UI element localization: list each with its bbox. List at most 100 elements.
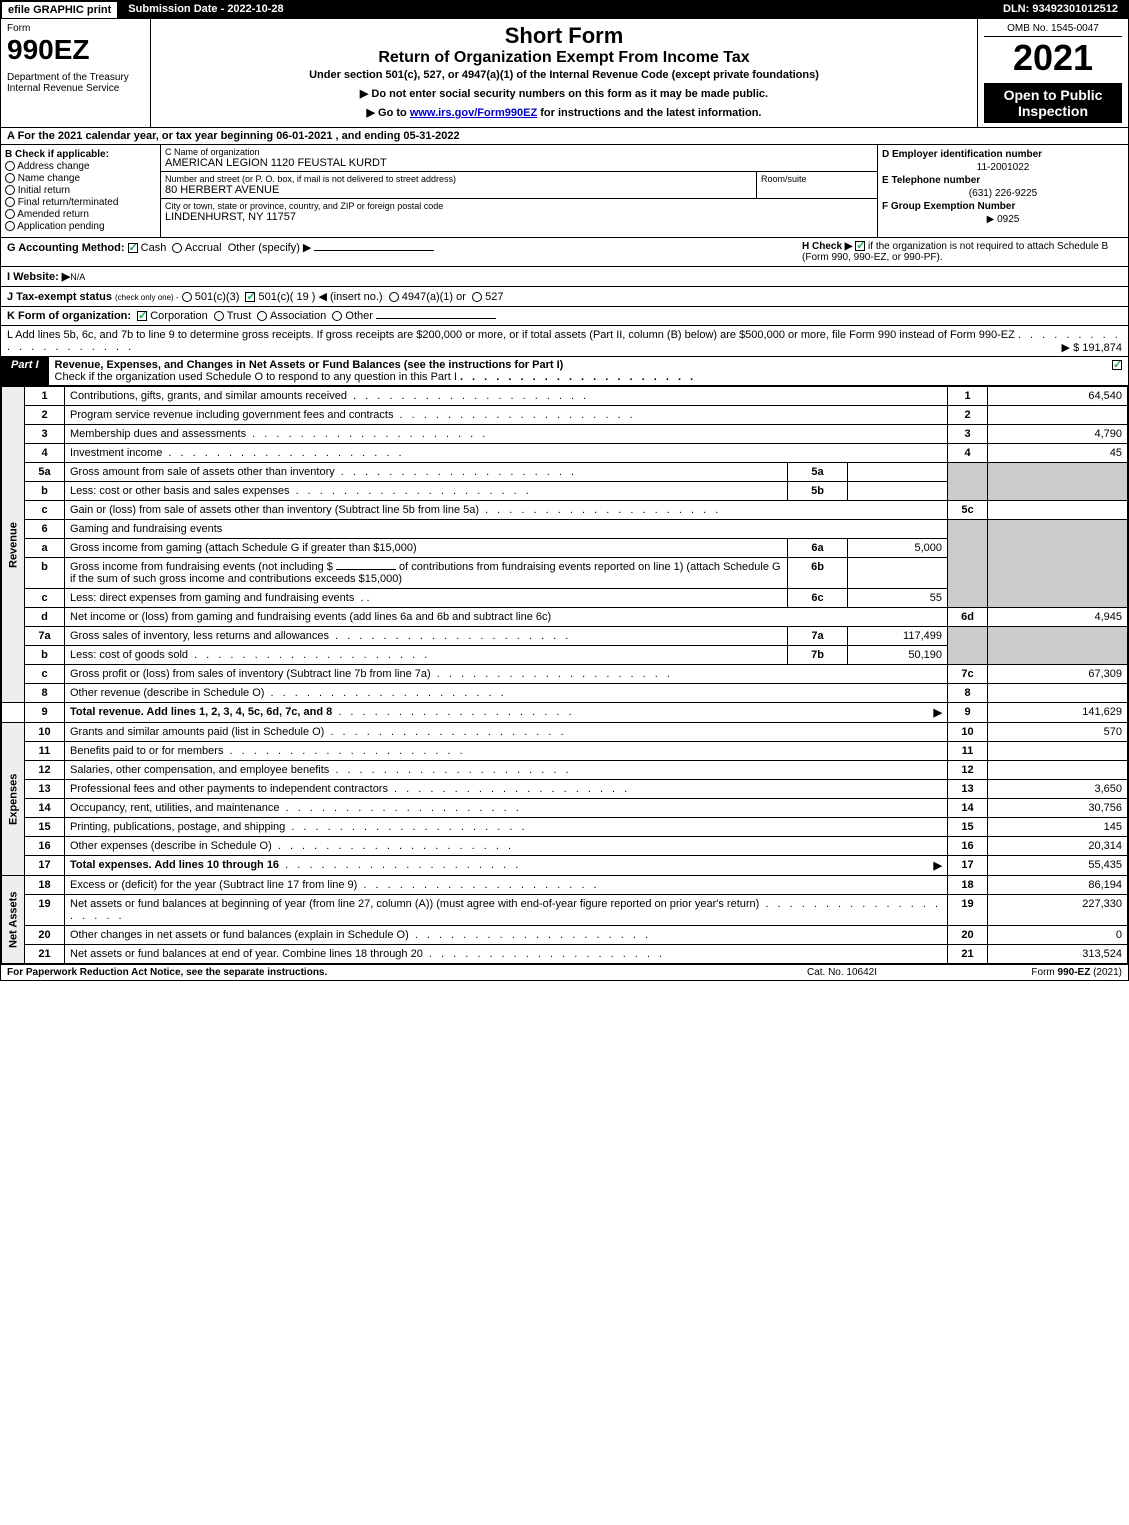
line-label: Professional fees and other payments to … xyxy=(65,780,948,799)
line-label: Net assets or fund balances at beginning… xyxy=(65,895,948,926)
j-label: J Tax-exempt status xyxy=(7,291,112,303)
line-num: 9 xyxy=(25,703,65,723)
efile-print-label: efile GRAPHIC print xyxy=(1,1,118,19)
checkbox-cash[interactable] xyxy=(128,243,138,253)
line-num: b xyxy=(25,646,65,665)
chk-application-pending: Application pending xyxy=(5,221,156,232)
city-row: City or town, state or province, country… xyxy=(161,199,877,225)
radio-icon[interactable] xyxy=(5,197,15,207)
chk-label: Amended return xyxy=(17,209,89,220)
form-number: 990EZ xyxy=(7,34,144,66)
l-text: L Add lines 5b, 6c, and 7b to line 9 to … xyxy=(7,329,1015,341)
part1-tab: Part I xyxy=(1,357,49,385)
street-cell: Number and street (or P. O. box, if mail… xyxy=(161,172,757,198)
street-label: Number and street (or P. O. box, if mail… xyxy=(165,174,752,184)
grey-cell xyxy=(988,520,1128,608)
checkbox-k1[interactable] xyxy=(137,311,147,321)
radio-icon[interactable] xyxy=(5,209,15,219)
line-ref: 14 xyxy=(948,799,988,818)
line-ref: 7c xyxy=(948,665,988,684)
section-a: A For the 2021 calendar year, or tax yea… xyxy=(1,128,1128,145)
line-val: 117,499 xyxy=(848,627,948,646)
org-name: AMERICAN LEGION 1120 FEUSTAL KURDT xyxy=(165,157,873,169)
g-other-input[interactable] xyxy=(314,250,434,251)
radio-accrual[interactable] xyxy=(172,243,182,253)
header-mid: Short Form Return of Organization Exempt… xyxy=(151,19,978,127)
ein-val: 11-2001022 xyxy=(882,162,1124,173)
part1-title: Revenue, Expenses, and Changes in Net As… xyxy=(49,357,1106,385)
line-box: 5a xyxy=(788,463,848,482)
line-label: Printing, publications, postage, and shi… xyxy=(65,818,948,837)
radio-j3[interactable] xyxy=(389,292,399,302)
bf-block: B Check if applicable: Address change Na… xyxy=(1,145,1128,238)
line-ref: 17 xyxy=(948,856,988,876)
line-ref: 8 xyxy=(948,684,988,703)
line-val: 50,190 xyxy=(848,646,948,665)
line-num: c xyxy=(25,501,65,520)
city-val: LINDENHURST, NY 11757 xyxy=(165,211,873,223)
section-i: I Website: ▶N/A xyxy=(1,267,1128,287)
line-amount xyxy=(988,684,1128,703)
line-num: 5a xyxy=(25,463,65,482)
city-label: City or town, state or province, country… xyxy=(165,201,873,211)
group-val: ▶ 0925 xyxy=(882,214,1124,225)
line-amount: 30,756 xyxy=(988,799,1128,818)
line-amount: 227,330 xyxy=(988,895,1128,926)
grey-cell xyxy=(948,627,988,665)
line-amount: 570 xyxy=(988,723,1128,742)
line-box: 6b xyxy=(788,558,848,589)
checkbox-part1[interactable] xyxy=(1112,360,1122,370)
section-k: K Form of organization: Corporation Trus… xyxy=(1,307,1128,326)
topbar: efile GRAPHIC print Submission Date - 20… xyxy=(1,1,1128,19)
line-ref: 3 xyxy=(948,425,988,444)
title-main: Short Form xyxy=(161,23,967,49)
line-label: Benefits paid to or for members xyxy=(65,742,948,761)
line-box: 7a xyxy=(788,627,848,646)
line-num: 11 xyxy=(25,742,65,761)
chk-label: Initial return xyxy=(18,185,70,196)
line-num: 21 xyxy=(25,945,65,964)
k-o2: Trust xyxy=(227,310,252,322)
line-num: 1 xyxy=(25,387,65,406)
line-label: Membership dues and assessments xyxy=(65,425,948,444)
j-o3: 4947(a)(1) or xyxy=(402,291,466,303)
radio-icon[interactable] xyxy=(5,161,15,171)
g-label: G Accounting Method: xyxy=(7,242,125,254)
chk-initial-return: Initial return xyxy=(5,185,156,196)
dots xyxy=(460,371,696,383)
checkbox-j2[interactable] xyxy=(245,292,255,302)
line-num: 8 xyxy=(25,684,65,703)
chk-amended-return: Amended return xyxy=(5,209,156,220)
radio-k4[interactable] xyxy=(332,311,342,321)
org-name-row: C Name of organization AMERICAN LEGION 1… xyxy=(161,145,877,172)
l-amt: ▶ $ 191,874 xyxy=(1062,341,1122,354)
section-c: C Name of organization AMERICAN LEGION 1… xyxy=(161,145,878,237)
line-val xyxy=(848,463,948,482)
title-small: Under section 501(c), 527, or 4947(a)(1)… xyxy=(161,69,967,81)
grey-cell xyxy=(988,463,1128,501)
h-text: H Check ▶ xyxy=(802,241,852,252)
radio-icon[interactable] xyxy=(5,173,15,183)
checkbox-h[interactable] xyxy=(855,241,865,251)
radio-j1[interactable] xyxy=(182,292,192,302)
line-label: Less: cost of goods sold xyxy=(65,646,788,665)
radio-icon[interactable] xyxy=(5,221,15,231)
section-j: J Tax-exempt status (check only one) - 5… xyxy=(1,287,1128,307)
line-label: Less: direct expenses from gaming and fu… xyxy=(65,589,788,608)
radio-k3[interactable] xyxy=(257,311,267,321)
footer-left: For Paperwork Reduction Act Notice, see … xyxy=(7,967,742,978)
k-other-input[interactable] xyxy=(376,318,496,319)
line-num: 12 xyxy=(25,761,65,780)
line-box: 6a xyxy=(788,539,848,558)
line-num: 16 xyxy=(25,837,65,856)
irs-link[interactable]: www.irs.gov/Form990EZ xyxy=(410,107,537,119)
footer-mid: Cat. No. 10642I xyxy=(742,967,942,978)
line-num: c xyxy=(25,665,65,684)
line-label: Net assets or fund balances at end of ye… xyxy=(65,945,948,964)
radio-icon[interactable] xyxy=(5,185,15,195)
radio-j4[interactable] xyxy=(472,292,482,302)
radio-k2[interactable] xyxy=(214,311,224,321)
g-cash: Cash xyxy=(141,242,167,254)
6b-input[interactable] xyxy=(336,569,396,570)
line-amount: 55,435 xyxy=(988,856,1128,876)
